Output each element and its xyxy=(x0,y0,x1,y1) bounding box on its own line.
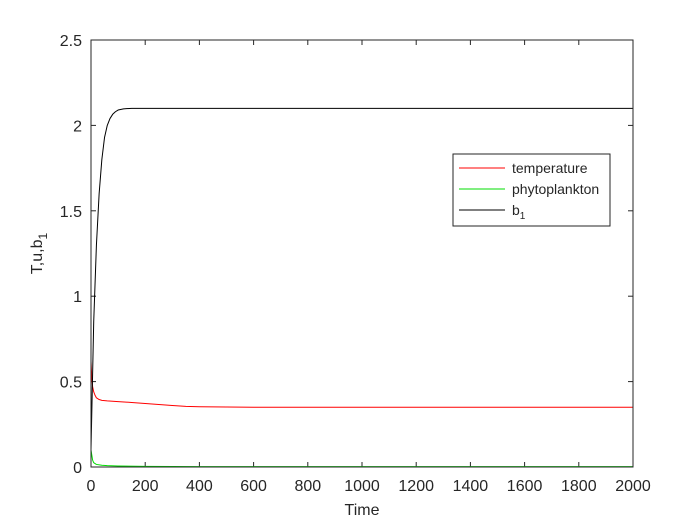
y-tick-label: 2.5 xyxy=(60,33,82,50)
x-tick-label: 1600 xyxy=(507,478,543,495)
y-axis-label-main: T,u,b xyxy=(29,239,46,274)
x-axis-label: Time xyxy=(345,502,380,519)
x-tick-label: 800 xyxy=(294,478,321,495)
tick-labels: 0 200 400 600 800 1000 1200 1400 1600 1800 2000 0 0.… xyxy=(60,33,651,495)
x-tick-label: 400 xyxy=(186,478,213,495)
x-tick-label: 2000 xyxy=(615,478,651,495)
legend-label-b1: b1 xyxy=(512,202,526,222)
x-tick-label: 1800 xyxy=(561,478,597,495)
legend-label-temperature: temperature xyxy=(512,160,588,176)
x-tick-label: 1200 xyxy=(398,478,434,495)
y-axis-label: T,u,b1 xyxy=(29,233,50,275)
y-tick-label: 0 xyxy=(73,460,82,477)
axis-ticks xyxy=(90,39,634,468)
axes-box xyxy=(90,39,634,468)
x-tick-label: 600 xyxy=(240,478,267,495)
y-tick-label: 1.5 xyxy=(60,204,82,221)
x-tick-label: 200 xyxy=(132,478,159,495)
y-tick-label: 0.5 xyxy=(60,375,82,392)
x-tick-label: 0 xyxy=(87,478,96,495)
series-line-temperature xyxy=(90,361,633,408)
x-tick-label: 1000 xyxy=(344,478,380,495)
y-axis-label-subscript: 1 xyxy=(36,233,50,240)
legend-box xyxy=(452,153,611,227)
y-tick-label: 1 xyxy=(73,289,82,306)
y-tick-label: 2 xyxy=(73,118,82,135)
series-line-b1 xyxy=(90,107,633,450)
legend-label-phytoplankton: phytoplankton xyxy=(512,181,599,197)
x-tick-label: 1400 xyxy=(453,478,489,495)
legend: temperature phytoplankton b1 xyxy=(452,153,611,227)
